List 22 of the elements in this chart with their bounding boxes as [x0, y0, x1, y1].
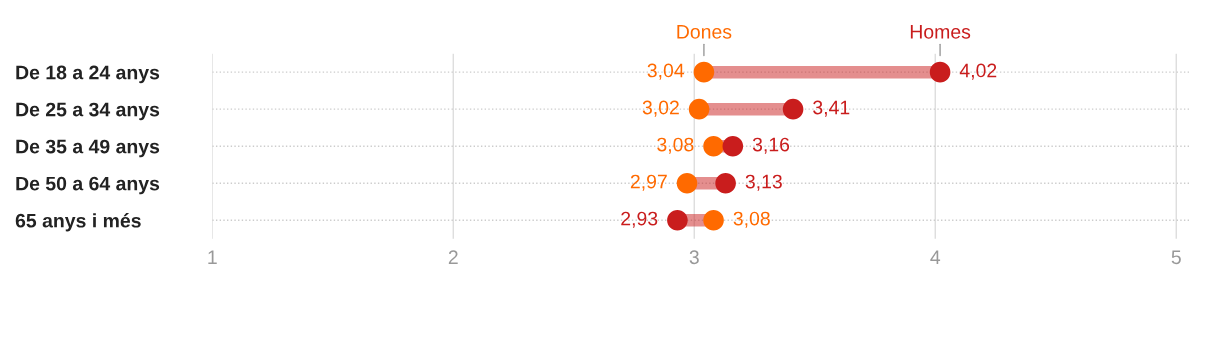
data-label: 3,04 — [647, 63, 685, 80]
y-tick-label: De 25 a 34 anys — [16, 102, 160, 121]
data-label: 3,16 — [752, 137, 790, 154]
x-tick-label: 5 — [1171, 250, 1181, 265]
y-tick-label: De 35 a 49 anys — [16, 139, 160, 158]
data-label: 3,13 — [745, 174, 782, 191]
data-label: 4,02 — [959, 63, 997, 80]
y-tick-label: De 50 a 64 anys — [16, 176, 160, 195]
y-tick-label: 65 anys i més — [15, 213, 141, 232]
data-label: 3,08 — [733, 211, 770, 228]
data-label: 2,93 — [621, 211, 658, 228]
data-label: 3,41 — [813, 100, 850, 117]
x-tick-label: 4 — [930, 250, 941, 264]
x-tick-label: 1 — [208, 250, 217, 264]
data-label: 3,02 — [642, 100, 679, 117]
data-label: 2,97 — [630, 174, 667, 191]
series-label: Homes — [910, 25, 971, 39]
x-tick-label: 2 — [448, 250, 458, 264]
series-label: Dones — [677, 25, 732, 39]
y-tick-label: De 18 a 24 anys — [16, 65, 160, 84]
x-tick-label: 3 — [689, 250, 699, 265]
data-label: 3,08 — [657, 137, 694, 154]
